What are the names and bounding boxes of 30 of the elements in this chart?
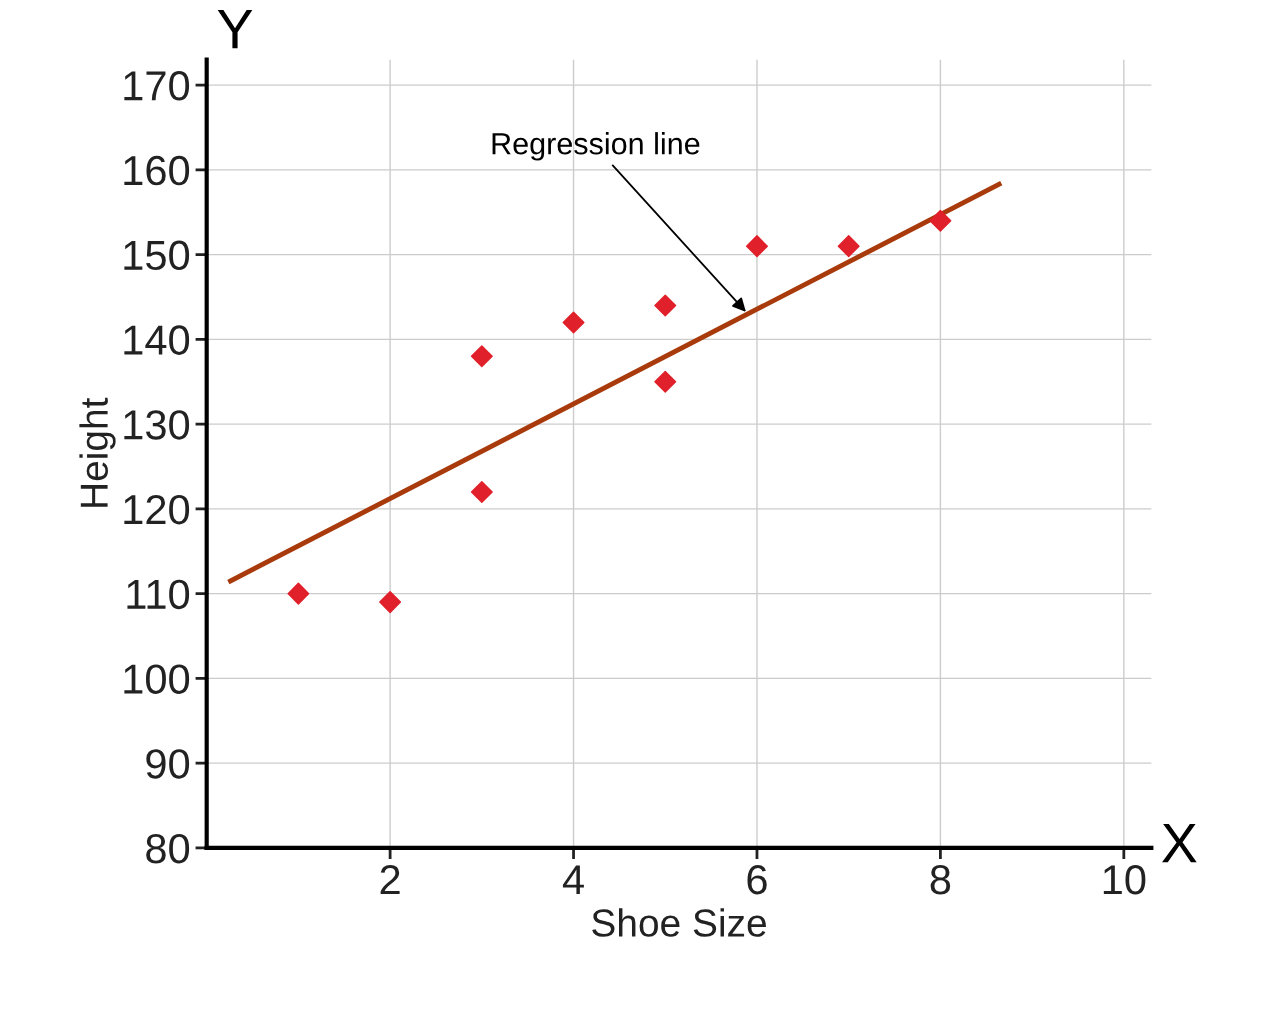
y-tick-label: 130 xyxy=(124,410,190,440)
y-tick-label: 150 xyxy=(124,240,190,271)
y-tick-label: 100 xyxy=(124,664,190,694)
y-tick-label: 160 xyxy=(124,155,190,186)
annotation: Regression line xyxy=(492,132,700,161)
point xyxy=(745,235,768,258)
point xyxy=(929,209,952,232)
x-tick-label: 2 xyxy=(380,864,400,895)
point xyxy=(562,311,585,334)
point xyxy=(379,591,402,614)
y-tick-label: 120 xyxy=(124,494,190,525)
y-tick-label: 110 xyxy=(127,579,190,610)
y-tick-label: 90 xyxy=(146,749,190,779)
text: X xyxy=(1162,824,1197,863)
y-tick-label: 170 xyxy=(124,71,190,101)
point xyxy=(654,370,677,393)
point xyxy=(654,294,677,317)
x-tick-label: 8 xyxy=(930,864,951,895)
y-tick-label: 140 xyxy=(124,325,190,355)
point xyxy=(470,480,493,503)
y-axis-title: Height xyxy=(79,397,116,507)
y-tick-label: 80 xyxy=(146,833,190,864)
x-tick-label: 6 xyxy=(747,864,767,895)
text: Y xyxy=(217,9,253,49)
x-axis-title: Shoe Size xyxy=(592,908,766,937)
point xyxy=(470,345,493,368)
x-tick-label: 4 xyxy=(562,865,584,895)
x-tick-label: 10 xyxy=(1103,864,1146,895)
point xyxy=(287,582,310,605)
point xyxy=(837,235,860,258)
